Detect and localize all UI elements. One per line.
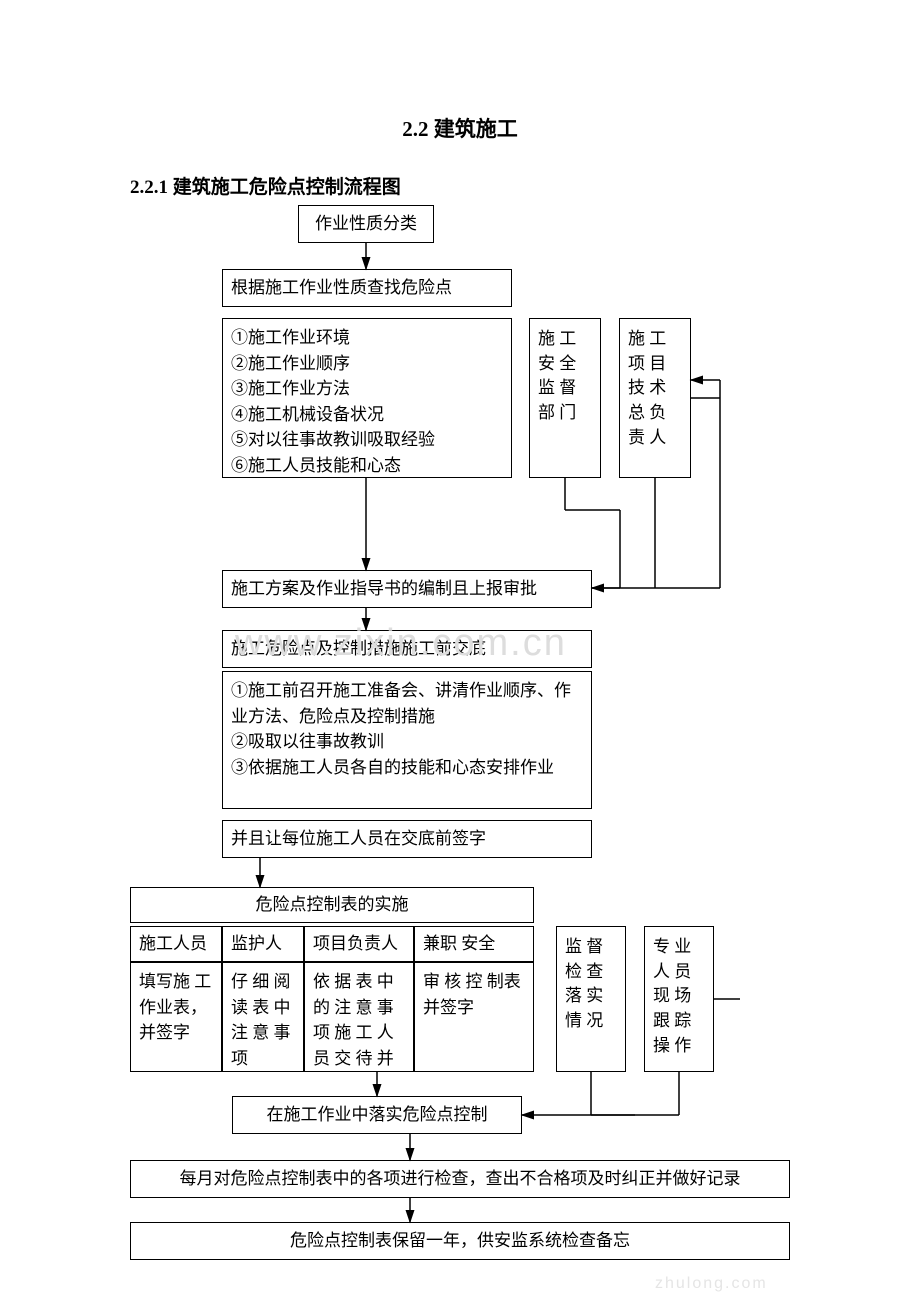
box-tech-leader: 施 工 项 目 技 术 总 负 责 人 bbox=[619, 318, 691, 478]
impl-head-pm: 项目负责人 bbox=[304, 926, 414, 962]
impl-head-guardian: 监护人 bbox=[222, 926, 304, 962]
section-title: 2.2 建筑施工 bbox=[0, 113, 920, 143]
subsection-title: 2.2.1 建筑施工危险点控制流程图 bbox=[130, 172, 401, 199]
impl-cell-staff: 填写施 工作业表，并签字 bbox=[130, 962, 222, 1072]
box-find-hazard: 根据施工作业性质查找危险点 bbox=[222, 269, 512, 307]
impl-cell-guardian: 仔 细 阅读 表 中注 意 事项 bbox=[222, 962, 304, 1072]
box-prework: ①施工前召开施工准备会、讲清作业顺序、作业方法、危险点及控制措施 ②吸取以往事故… bbox=[222, 671, 592, 809]
box-classify: 作业性质分类 bbox=[298, 205, 434, 243]
impl-cell-pm: 依 据 表 中的 注 意 事项 施 工 人员 交 待 并 bbox=[304, 962, 414, 1072]
box-keep-record: 危险点控制表保留一年，供安监系统检查备忘 bbox=[130, 1222, 790, 1260]
box-factors: ①施工作业环境 ②施工作业顺序 ③施工作业方法 ④施工机械设备状况 ⑤对以往事故… bbox=[222, 318, 512, 478]
box-measures: 施工危险点及控制措施施工前交底 bbox=[222, 630, 592, 668]
box-onsite: 在施工作业中落实危险点控制 bbox=[232, 1096, 522, 1134]
box-monthly-check: 每月对危险点控制表中的各项进行检查，查出不合格项及时纠正并做好记录 bbox=[130, 1160, 790, 1198]
box-implementation: 危险点控制表的实施 bbox=[130, 887, 534, 923]
box-safety-dept: 施 工 安 全 监 督 部 门 bbox=[529, 318, 601, 478]
box-sign: 并且让每位施工人员在交底前签字 bbox=[222, 820, 592, 858]
impl-cell-safety: 审 核 控 制表并签字 bbox=[414, 962, 534, 1072]
box-professional-track: 专 业人 员现 场跟 踪操 作 bbox=[644, 926, 714, 1072]
box-plan: 施工方案及作业指导书的编制且上报审批 bbox=[222, 570, 592, 608]
impl-head-safety: 兼职 安全 bbox=[414, 926, 534, 962]
impl-head-staff: 施工人员 bbox=[130, 926, 222, 962]
watermark-small: zhulong.com bbox=[655, 1275, 768, 1293]
box-supervise-check: 监 督检 查落 实情 况 bbox=[556, 926, 626, 1072]
